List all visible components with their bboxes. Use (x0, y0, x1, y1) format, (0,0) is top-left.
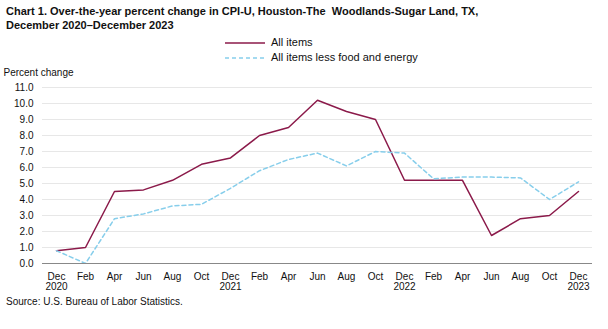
svg-text:10.0: 10.0 (14, 98, 34, 109)
html-text:All items less food and energy: All items less food and energy (271, 51, 418, 63)
svg-text:Jun: Jun (135, 271, 151, 282)
svg-text:Dec2023: Dec2023 (567, 271, 590, 292)
svg-text:Aug: Aug (164, 271, 182, 282)
svg-text:Apr: Apr (281, 271, 297, 282)
html-text:Chart 1. Over-the-year percent: Chart 1. Over-the-year percent change in… (6, 5, 479, 17)
svg-text:4.0: 4.0 (20, 194, 34, 205)
svg-text:Oct: Oct (194, 271, 210, 282)
svg-text:Jun: Jun (309, 271, 325, 282)
svg-text:8.0: 8.0 (20, 130, 34, 141)
svg-text:Dec2020: Dec2020 (45, 271, 68, 292)
svg-text:Feb: Feb (425, 271, 443, 282)
svg-text:Apr: Apr (107, 271, 123, 282)
svg-text:6.0: 6.0 (20, 162, 34, 173)
svg-text:Aug: Aug (512, 271, 530, 282)
svg-text:Aug: Aug (338, 271, 356, 282)
html-text:December 2020–December 2023: December 2020–December 2023 (6, 19, 174, 31)
svg-text:Oct: Oct (542, 271, 558, 282)
svg-text:Dec2022: Dec2022 (393, 271, 416, 292)
svg-text:Feb: Feb (251, 271, 269, 282)
svg-text:9.0: 9.0 (20, 114, 34, 125)
svg-text:Feb: Feb (77, 271, 95, 282)
svg-text:Jun: Jun (483, 271, 499, 282)
svg-text:2.0: 2.0 (20, 226, 34, 237)
svg-text:11.0: 11.0 (15, 82, 34, 93)
svg-text:Apr: Apr (455, 271, 471, 282)
svg-text:Oct: Oct (368, 271, 384, 282)
html-text:All items: All items (271, 36, 313, 48)
svg-text:5.0: 5.0 (20, 178, 34, 189)
html-text:Source: U.S. Bureau of Labor S: Source: U.S. Bureau of Labor Statistics. (6, 296, 183, 307)
svg-text:Dec2021: Dec2021 (219, 271, 242, 292)
svg-text:0.0: 0.0 (20, 258, 34, 269)
svg-text:1.0: 1.0 (20, 242, 34, 253)
svg-text:7.0: 7.0 (20, 146, 34, 157)
svg-text:3.0: 3.0 (20, 210, 34, 221)
svg-text:Percent change: Percent change (4, 67, 74, 78)
